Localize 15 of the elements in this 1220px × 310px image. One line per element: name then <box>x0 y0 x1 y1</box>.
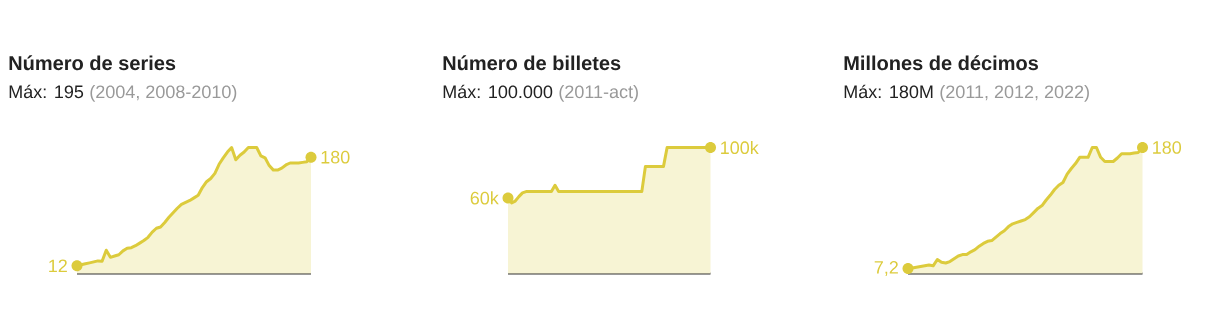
data-label: 12 <box>49 259 67 273</box>
data-label: 100k <box>721 140 759 155</box>
chart-subtitle: Máx: 195 <box>9 84 84 99</box>
chart-title: Número de billetes <box>443 55 621 71</box>
chart-subtitle: Máx: 180M <box>844 84 933 99</box>
text: (2011, 2012, 2022) <box>940 84 1089 102</box>
chart-title: Millones de décimos <box>844 55 1038 71</box>
chart-title: Número de series <box>9 55 176 71</box>
data-label: 60k <box>470 191 499 205</box>
text: (2004, 2008-2010) <box>90 84 237 102</box>
data-label: 7,2 <box>874 261 898 276</box>
text: (2011-act) <box>559 84 638 102</box>
chart-subtitle: Máx: 100.000 <box>443 84 553 99</box>
data-label: 180 <box>1153 141 1182 154</box>
data-label: 180 <box>321 150 350 164</box>
